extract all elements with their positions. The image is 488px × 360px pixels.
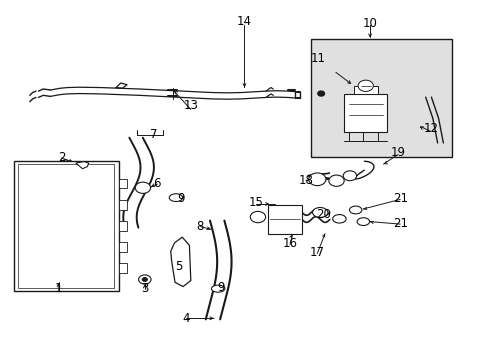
Bar bbox=[353, 86, 377, 94]
Text: 3: 3 bbox=[141, 282, 148, 295]
Circle shape bbox=[328, 175, 344, 186]
Text: 9: 9 bbox=[217, 281, 225, 294]
Bar bbox=[310, 39, 451, 157]
Text: 19: 19 bbox=[389, 146, 405, 159]
Ellipse shape bbox=[312, 207, 327, 217]
Circle shape bbox=[142, 278, 147, 281]
Text: 18: 18 bbox=[298, 174, 313, 187]
Bar bbox=[119, 263, 126, 273]
Bar bbox=[119, 179, 126, 189]
Ellipse shape bbox=[349, 206, 361, 214]
Circle shape bbox=[135, 182, 150, 193]
Circle shape bbox=[250, 211, 265, 223]
Text: 6: 6 bbox=[153, 177, 161, 190]
Text: 13: 13 bbox=[183, 99, 198, 112]
Circle shape bbox=[357, 80, 373, 91]
Text: 11: 11 bbox=[310, 52, 325, 65]
Bar bbox=[119, 221, 126, 231]
Bar bbox=[119, 200, 126, 210]
Bar bbox=[267, 205, 302, 234]
Text: 10: 10 bbox=[362, 17, 377, 30]
Text: 5: 5 bbox=[174, 260, 182, 273]
Text: 21: 21 bbox=[392, 192, 407, 205]
Text: 16: 16 bbox=[282, 237, 297, 250]
Text: 4: 4 bbox=[182, 312, 189, 325]
Text: 7: 7 bbox=[149, 128, 157, 141]
Text: 1: 1 bbox=[55, 282, 62, 295]
Ellipse shape bbox=[332, 215, 346, 223]
Text: 2: 2 bbox=[58, 150, 65, 163]
Text: 12: 12 bbox=[423, 122, 438, 135]
Circle shape bbox=[138, 275, 151, 284]
Ellipse shape bbox=[211, 285, 224, 292]
Polygon shape bbox=[76, 162, 89, 169]
Circle shape bbox=[317, 91, 324, 96]
Text: 9: 9 bbox=[177, 192, 184, 205]
Text: 14: 14 bbox=[237, 15, 251, 28]
Text: 15: 15 bbox=[248, 197, 264, 210]
Text: 20: 20 bbox=[315, 208, 330, 221]
Circle shape bbox=[343, 171, 356, 181]
Bar bbox=[14, 161, 119, 291]
Text: 21: 21 bbox=[392, 217, 407, 230]
Ellipse shape bbox=[356, 218, 369, 225]
Bar bbox=[18, 164, 114, 288]
Polygon shape bbox=[170, 237, 190, 287]
Text: 17: 17 bbox=[309, 246, 324, 259]
Text: 8: 8 bbox=[196, 220, 203, 233]
Circle shape bbox=[308, 173, 325, 186]
Bar bbox=[119, 242, 126, 252]
Bar bbox=[344, 94, 386, 132]
Ellipse shape bbox=[169, 194, 183, 202]
